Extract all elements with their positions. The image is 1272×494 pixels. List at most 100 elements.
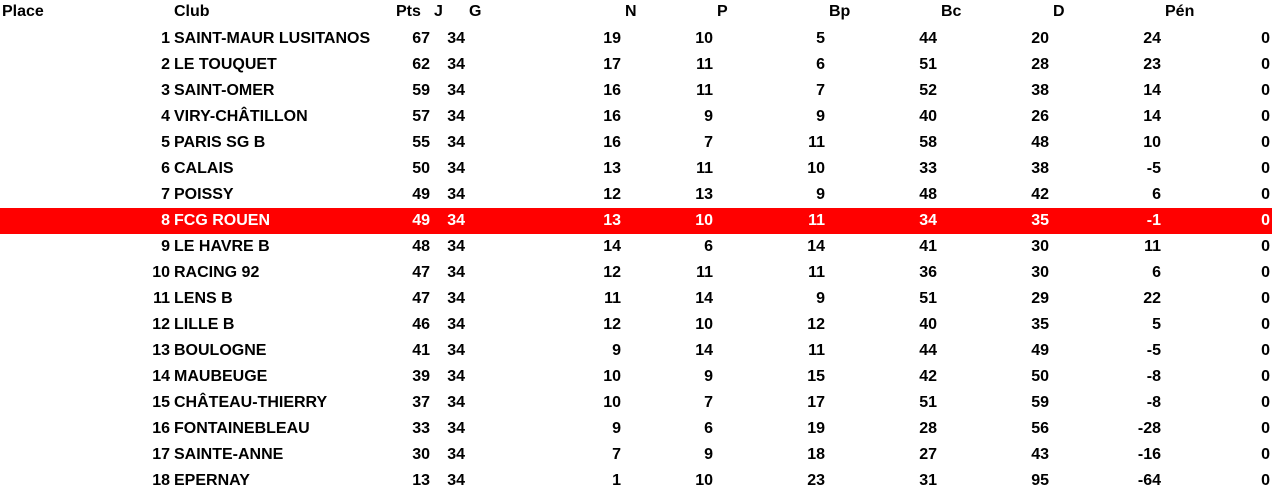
table-row: 3 SAINT-OMER 59 34 16 11 7 52 38 14 0 xyxy=(0,78,1272,104)
cell-n: 11 xyxy=(696,82,713,99)
cell-d: -28 xyxy=(1137,420,1161,437)
cell-n: 11 xyxy=(696,264,713,281)
header-played: J xyxy=(434,3,443,20)
header-bp: Bp xyxy=(829,3,851,20)
cell-p: 11 xyxy=(808,134,825,151)
cell-place: 13 xyxy=(152,342,170,359)
cell-points: 33 xyxy=(412,420,430,437)
cell-bc: 29 xyxy=(1031,290,1049,307)
cell-club: SAINTE-ANNE xyxy=(174,446,284,463)
cell-points: 48 xyxy=(412,238,430,255)
cell-p: 17 xyxy=(807,394,825,411)
cell-n: 6 xyxy=(704,238,713,255)
cell-points: 47 xyxy=(412,290,430,307)
cell-p: 11 xyxy=(808,264,825,281)
cell-n: 9 xyxy=(704,108,713,125)
cell-p: 11 xyxy=(808,342,825,359)
cell-club: LE HAVRE B xyxy=(174,238,270,255)
cell-club: LENS B xyxy=(174,290,233,307)
cell-points: 37 xyxy=(412,394,430,411)
cell-place: 8 xyxy=(0,208,172,234)
cell-points: 41 xyxy=(412,342,430,359)
cell-d: 11 xyxy=(1144,238,1161,255)
cell-d: -8 xyxy=(1146,368,1161,385)
table-row: 7 POISSY 49 34 12 13 9 48 42 6 0 xyxy=(0,182,1272,208)
cell-bp: 44 xyxy=(919,30,937,47)
cell-pen: 0 xyxy=(1261,446,1270,463)
cell-club: FCG ROUEN xyxy=(172,208,394,234)
cell-bp: 51 xyxy=(919,394,937,411)
cell-played: 34 xyxy=(447,472,465,489)
cell-bp: 44 xyxy=(919,342,937,359)
cell-bc: 43 xyxy=(1031,446,1049,463)
cell-bp: 42 xyxy=(919,368,937,385)
cell-played: 34 xyxy=(447,290,465,307)
cell-place: 11 xyxy=(153,290,170,307)
cell-club: EPERNAY xyxy=(174,472,250,489)
cell-bp: 48 xyxy=(919,186,937,203)
cell-n: 10 xyxy=(695,316,713,333)
cell-bc: 20 xyxy=(1031,30,1049,47)
cell-d: 5 xyxy=(1152,316,1161,333)
cell-g: 13 xyxy=(467,208,623,234)
table-row: 10 RACING 92 47 34 12 11 11 36 30 6 0 xyxy=(0,260,1272,286)
cell-club: LE TOUQUET xyxy=(174,56,277,73)
cell-g: 19 xyxy=(603,30,621,47)
cell-bc: 35 xyxy=(939,208,1051,234)
cell-place: 7 xyxy=(161,186,170,203)
cell-club: CALAIS xyxy=(174,160,234,177)
header-g: G xyxy=(469,3,482,20)
cell-bp: 41 xyxy=(919,238,937,255)
cell-n: 14 xyxy=(695,290,713,307)
cell-played: 34 xyxy=(447,446,465,463)
cell-n: 6 xyxy=(704,420,713,437)
cell-n: 11 xyxy=(696,160,713,177)
cell-d: -64 xyxy=(1137,472,1161,489)
cell-bc: 95 xyxy=(1031,472,1049,489)
cell-played: 34 xyxy=(447,420,465,437)
cell-bp: 52 xyxy=(919,82,937,99)
cell-d: 10 xyxy=(1143,134,1161,151)
cell-bc: 30 xyxy=(1031,238,1049,255)
cell-club: CHÂTEAU-THIERRY xyxy=(174,394,328,411)
cell-pen: 0 xyxy=(1261,56,1270,73)
cell-d: -5 xyxy=(1146,160,1161,177)
cell-g: 11 xyxy=(604,290,621,307)
header-n: N xyxy=(625,3,637,20)
header-pen: Pén xyxy=(1165,3,1195,20)
cell-g: 14 xyxy=(603,238,621,255)
table-row: 15 CHÂTEAU-THIERRY 37 34 10 7 17 51 59 -8 0 xyxy=(0,390,1272,416)
cell-d: 23 xyxy=(1143,56,1161,73)
cell-bp: 33 xyxy=(919,160,937,177)
cell-club: RACING 92 xyxy=(174,264,260,281)
cell-club: FONTAINEBLEAU xyxy=(174,420,310,437)
cell-p: 10 xyxy=(807,160,825,177)
cell-points: 49 xyxy=(412,186,430,203)
cell-points: 46 xyxy=(412,316,430,333)
table-row: 8 FCG ROUEN 49 34 13 10 11 34 35 -1 0 xyxy=(0,208,1272,234)
cell-pen: 0 xyxy=(1261,394,1270,411)
cell-g: 16 xyxy=(603,82,621,99)
cell-bp: 36 xyxy=(919,264,937,281)
cell-p: 11 xyxy=(715,208,827,234)
cell-bc: 50 xyxy=(1031,368,1049,385)
cell-bc: 30 xyxy=(1031,264,1049,281)
cell-place: 6 xyxy=(161,160,170,177)
cell-points: 39 xyxy=(412,368,430,385)
cell-d: 6 xyxy=(1152,186,1161,203)
cell-g: 9 xyxy=(612,420,621,437)
table-row: 4 VIRY-CHÂTILLON 57 34 16 9 9 40 26 14 0 xyxy=(0,104,1272,130)
cell-g: 13 xyxy=(603,160,621,177)
cell-p: 14 xyxy=(807,238,825,255)
cell-place: 16 xyxy=(152,420,170,437)
cell-club: PARIS SG B xyxy=(174,134,266,151)
cell-pen: 0 xyxy=(1261,108,1270,125)
cell-d: -1 xyxy=(1051,208,1163,234)
cell-place: 15 xyxy=(152,394,170,411)
cell-points: 57 xyxy=(412,108,430,125)
cell-points: 50 xyxy=(412,160,430,177)
cell-place: 4 xyxy=(161,108,170,125)
cell-pen: 0 xyxy=(1261,30,1270,47)
header-club: Club xyxy=(174,3,210,20)
cell-played: 34 xyxy=(447,238,465,255)
